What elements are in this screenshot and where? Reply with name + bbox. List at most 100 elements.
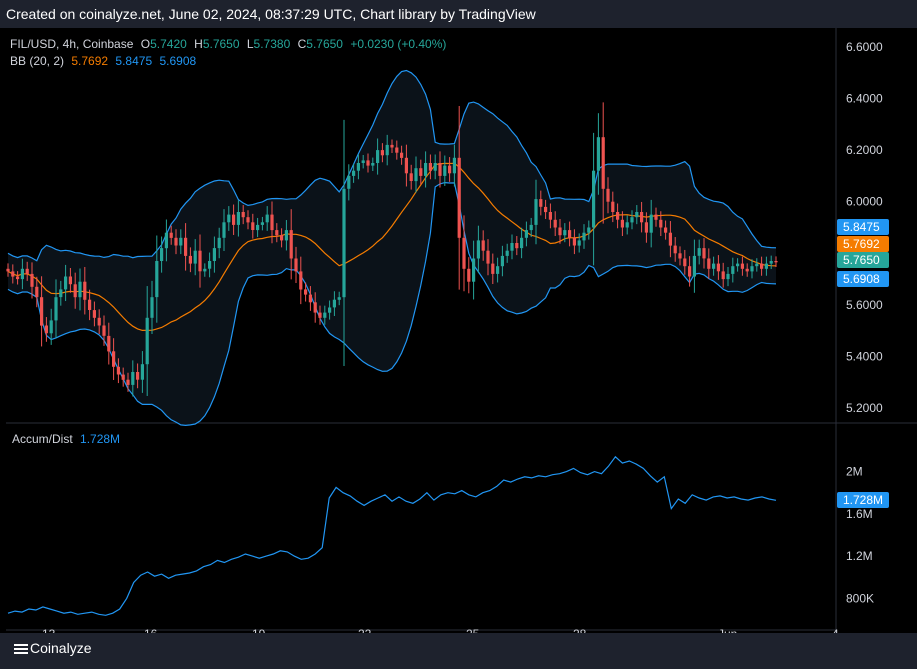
- bb-upper-line: [7, 69, 777, 262]
- candle: [246, 217, 250, 223]
- candle: [193, 250, 197, 264]
- candle: [217, 237, 221, 249]
- candle: [308, 294, 312, 303]
- candle: [390, 144, 394, 148]
- candle: [155, 261, 159, 298]
- candle: [318, 312, 322, 318]
- candle: [236, 212, 240, 225]
- candle: [750, 266, 754, 272]
- time-tick-label: Jun: [718, 627, 737, 633]
- candle: [150, 297, 154, 318]
- candle: [395, 147, 399, 153]
- symbol-label[interactable]: FIL/USD, 4h, Coinbase: [10, 37, 134, 51]
- candle: [544, 206, 548, 213]
- candle: [49, 320, 53, 334]
- candle: [616, 212, 620, 220]
- candle: [227, 214, 231, 223]
- bb-legend: BB (20, 2) 5.7692 5.8475 5.6908: [10, 53, 200, 70]
- price-tag: 5.8475: [837, 219, 889, 235]
- candle: [361, 160, 365, 163]
- ad-line: [7, 455, 777, 616]
- time-tick-label: 4: [832, 627, 839, 633]
- candle: [755, 263, 759, 267]
- candle: [198, 250, 202, 272]
- candle: [188, 255, 192, 264]
- price-tag: 5.6908: [837, 271, 889, 287]
- candle: [342, 188, 346, 298]
- candle: [356, 163, 360, 171]
- candle: [304, 289, 308, 295]
- time-tick-label: 28: [573, 627, 587, 633]
- candle: [140, 364, 144, 380]
- footer-bar: [0, 633, 917, 669]
- candle: [592, 170, 596, 228]
- candle: [54, 297, 58, 321]
- candle: [438, 163, 442, 176]
- candle: [568, 230, 572, 238]
- candle: [30, 273, 34, 287]
- candle: [6, 268, 10, 272]
- candle: [68, 276, 72, 285]
- candle: [500, 255, 504, 267]
- candle: [697, 248, 701, 256]
- candle: [472, 258, 476, 282]
- price-tag: 5.7650: [837, 252, 889, 268]
- candle: [558, 227, 562, 236]
- candle: [443, 165, 447, 176]
- candle: [529, 224, 533, 231]
- candle: [520, 237, 524, 249]
- candle: [491, 263, 495, 274]
- candle: [702, 248, 706, 259]
- candle: [726, 273, 730, 280]
- candle: [284, 230, 288, 241]
- price-tick-label: 6.4000: [846, 92, 883, 106]
- candle: [385, 144, 389, 156]
- open-label: O: [140, 37, 151, 51]
- candle: [78, 281, 82, 298]
- bb-label[interactable]: BB (20, 2): [10, 54, 65, 68]
- brand[interactable]: Coinalyze: [14, 640, 91, 656]
- candle: [16, 276, 20, 280]
- candle: [260, 222, 264, 225]
- candle: [712, 263, 716, 269]
- time-tick-label: 22: [358, 627, 372, 633]
- chart-area[interactable]: 5.20005.40005.60005.80006.00006.20006.40…: [6, 28, 917, 633]
- candle: [659, 219, 663, 228]
- candle: [323, 312, 327, 318]
- price-tick-label: 6.6000: [846, 40, 883, 54]
- chart-svg[interactable]: 5.20005.40005.60005.80006.00006.20006.40…: [6, 28, 917, 633]
- ad-value: 1.728M: [80, 432, 121, 446]
- high-value: 5.7650: [202, 37, 240, 51]
- candle: [184, 237, 188, 256]
- candle: [88, 299, 92, 310]
- candle: [635, 212, 639, 218]
- bb-basis-value: 5.7692: [71, 54, 109, 68]
- candle: [160, 248, 164, 261]
- candle: [83, 281, 87, 300]
- candle: [280, 235, 284, 241]
- time-tick-label: 13: [42, 627, 56, 633]
- candle: [760, 263, 764, 269]
- candle: [174, 237, 178, 246]
- candle: [270, 214, 274, 231]
- candle: [548, 212, 552, 220]
- bb-upper-value: 5.8475: [115, 54, 153, 68]
- ad-value-tag: 1.728M: [837, 492, 889, 508]
- change-value: +0.0230 (+0.40%): [350, 37, 447, 51]
- candle: [424, 163, 428, 176]
- candle: [371, 163, 375, 166]
- candle: [644, 222, 648, 233]
- candle: [572, 237, 576, 246]
- candle: [664, 227, 668, 233]
- candle: [774, 261, 778, 263]
- price-tick-label: 5.2000: [846, 401, 883, 415]
- ad-tick-label: 800K: [846, 591, 874, 605]
- candle: [116, 366, 120, 375]
- candle: [347, 175, 351, 189]
- candle: [563, 230, 567, 236]
- candle: [40, 297, 44, 326]
- candle: [428, 163, 432, 171]
- candle: [419, 168, 423, 176]
- candle: [92, 310, 96, 318]
- ad-label[interactable]: Accum/Dist: [12, 432, 73, 446]
